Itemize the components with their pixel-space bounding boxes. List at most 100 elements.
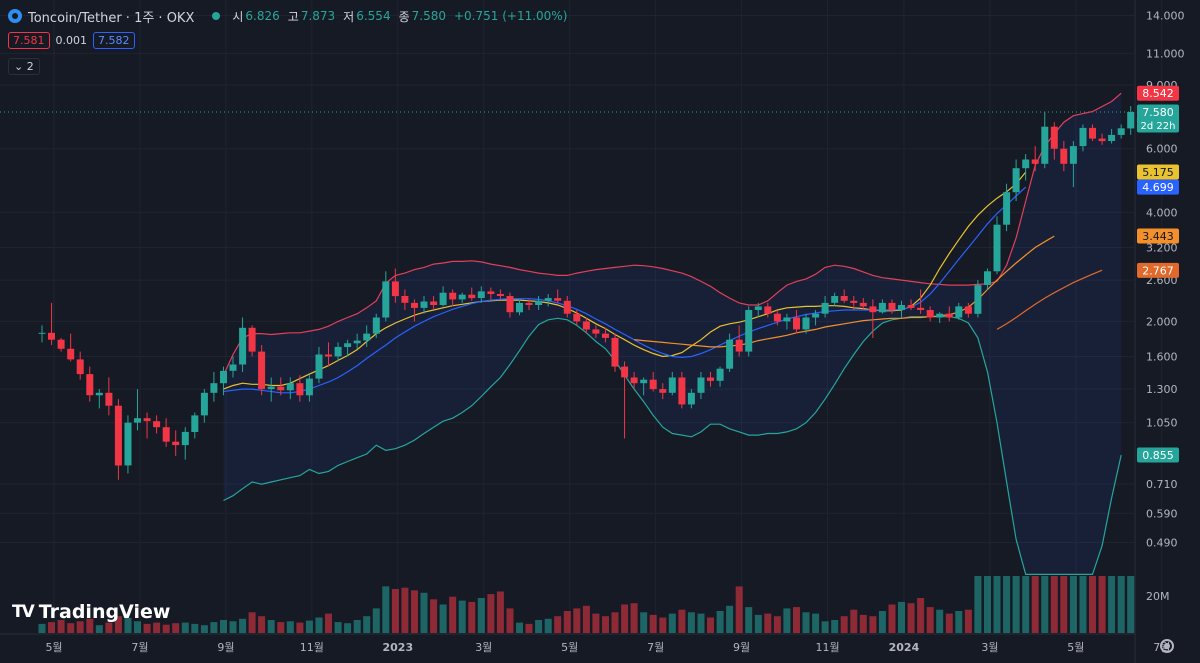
candle-body	[334, 346, 342, 357]
volume-bar	[48, 622, 55, 633]
candle-body	[878, 302, 886, 313]
indicator-lines	[222, 92, 1122, 575]
candle-body	[391, 281, 399, 297]
open-label: 시	[232, 9, 244, 24]
x-tick-label: 2023	[382, 641, 413, 654]
candle-body	[869, 306, 877, 313]
volume-bar	[821, 621, 829, 633]
candle-body	[735, 339, 743, 352]
volume-bar	[477, 598, 485, 633]
candle-body	[277, 386, 285, 391]
gear-icon[interactable]	[1160, 639, 1174, 653]
candle-body	[305, 378, 313, 396]
volume-bar	[964, 609, 972, 633]
candle-body	[372, 317, 380, 334]
volume-bar	[334, 622, 342, 633]
tradingview-wordmark: TradingView	[38, 601, 171, 623]
candle-body	[210, 383, 218, 393]
volume-bar	[678, 609, 686, 633]
candle-body	[678, 377, 686, 405]
volume-bar	[439, 604, 447, 633]
volume-bar	[57, 620, 65, 633]
volume-bar	[859, 614, 867, 633]
candle-body	[286, 383, 294, 391]
candle-body	[401, 296, 409, 303]
volume-bar	[506, 608, 514, 633]
x-tick-label: 11월	[300, 641, 324, 654]
close-value: 7.580	[411, 9, 446, 23]
y-tick-label: 11.000	[1146, 47, 1185, 60]
volume-bar	[38, 623, 46, 633]
volume-bar	[955, 611, 963, 633]
price-tag-box	[1137, 262, 1179, 278]
tradingview-logo[interactable]: TV TradingView	[12, 601, 170, 623]
y-tick-label: 4.000	[1146, 206, 1178, 219]
symbol-title[interactable]: Toncoin/Tether · 1주 · OKX	[28, 10, 195, 26]
time-axis[interactable]: 5월 7월 9월 11월 2023 3월 5월 7월 9월 11월 2024 3월 5월 7월	[45, 641, 1170, 654]
candle-body	[745, 310, 753, 352]
volume-bar	[888, 604, 896, 633]
y-tick-label: 2.000	[1146, 315, 1178, 328]
volume-bar	[516, 622, 523, 633]
volume-bar	[496, 591, 504, 633]
candle-body	[449, 292, 457, 300]
close-label: 종	[398, 9, 410, 24]
volume-bar	[1089, 576, 1096, 633]
volume-bar	[200, 625, 208, 633]
buy-button[interactable]: 7.582	[93, 32, 135, 49]
volume-bar	[258, 616, 266, 633]
volume-bar	[134, 621, 141, 633]
candle-body	[315, 354, 323, 379]
volume-bar	[325, 613, 332, 633]
volume-bar	[850, 609, 858, 633]
price-tag-label: 5.175	[1142, 166, 1174, 179]
volume-bar	[210, 622, 218, 633]
open-value: 6.826	[245, 9, 280, 23]
volume-bar	[1012, 576, 1020, 633]
volume-bar	[1079, 576, 1087, 633]
y-tick-label: 6.000	[1146, 143, 1178, 156]
volume-bar	[296, 622, 304, 633]
volume-bar	[573, 608, 581, 633]
candle-body	[668, 377, 676, 393]
candle-body	[1050, 126, 1058, 149]
candle-body	[248, 327, 256, 352]
candle-body	[984, 271, 991, 285]
volume-bar	[391, 589, 399, 633]
volume-bar	[592, 613, 600, 633]
y-tick-label: 0.490	[1146, 536, 1178, 549]
sell-button[interactable]: 7.581	[8, 32, 50, 49]
volume-bar	[926, 607, 934, 633]
candle-body	[573, 313, 581, 322]
volume-bar	[67, 623, 75, 633]
price-axis[interactable]: 14.00011.0009.0006.0004.0003.2002.6002.0…	[1146, 10, 1185, 603]
volume-bar	[248, 612, 256, 633]
x-tick-label: 9월	[733, 641, 750, 654]
volume-bar	[95, 625, 103, 633]
candle-body	[764, 306, 772, 314]
candle-body	[831, 296, 839, 303]
candle-body	[38, 332, 46, 334]
volume-bar	[1041, 576, 1049, 633]
volume-bar	[191, 623, 199, 633]
indicators-toggle[interactable]: ⌄ 2	[8, 58, 40, 75]
volume-bar	[735, 586, 743, 633]
volume-bars	[38, 576, 1135, 634]
candle-body	[535, 300, 543, 305]
candle-body	[143, 418, 151, 422]
x-tick-label: 11월	[815, 641, 839, 654]
candle-body	[850, 300, 858, 303]
chevron-down-icon: ⌄	[14, 60, 24, 73]
candle-body	[525, 302, 533, 305]
volume-bar	[535, 620, 543, 633]
candle-body	[1079, 127, 1087, 147]
x-tick-label: 7월	[131, 641, 148, 654]
volume-bar	[563, 611, 571, 633]
price-tag-box	[1137, 104, 1179, 133]
candle-body	[716, 368, 724, 381]
candle-body	[1003, 192, 1011, 225]
candle-body	[936, 313, 944, 318]
candle-body	[258, 351, 266, 390]
volume-bar	[974, 576, 982, 633]
